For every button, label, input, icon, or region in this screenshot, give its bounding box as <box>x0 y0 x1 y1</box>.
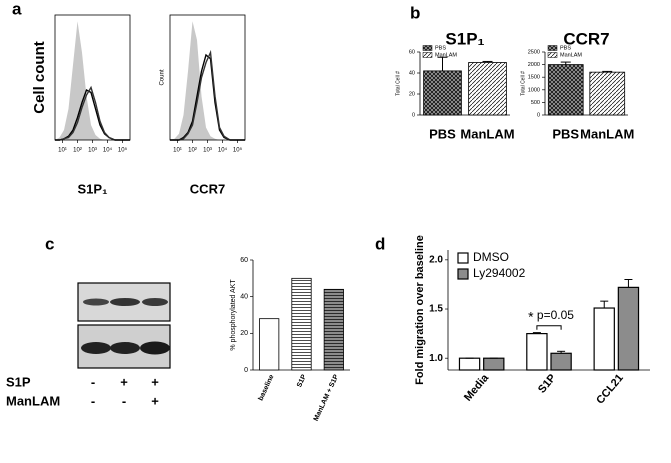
treatment-sign: + <box>151 374 159 389</box>
x-tick-label: baseline <box>257 374 275 402</box>
y-axis-title: Count <box>160 69 166 85</box>
histogram-area <box>170 21 245 140</box>
y-axis-title: Fold migration over baseline <box>414 235 426 385</box>
x-tick-label: PBS <box>429 126 456 141</box>
row-label: S1P <box>6 374 31 389</box>
histogram-line <box>170 49 245 141</box>
x-tick-label: 10² <box>188 148 197 154</box>
y-tick-label: 1.0 <box>429 353 443 364</box>
panel-label: c <box>45 234 54 253</box>
legend-label: ManLAM <box>560 52 582 58</box>
legend-swatch <box>547 45 558 51</box>
y-tick-label: 1000 <box>528 87 540 93</box>
x-tick-label: ManLAM + S1P <box>313 373 341 422</box>
y-tick-label: 20 <box>409 91 415 97</box>
x-tick-label: 10⁵ <box>118 147 128 154</box>
bar <box>547 64 584 116</box>
annotation: p=0.05 <box>537 308 574 322</box>
bar <box>550 352 572 371</box>
panel-label: a <box>12 0 22 18</box>
bar <box>423 70 462 116</box>
legend-label: PBS <box>560 45 571 51</box>
legend-swatch <box>422 45 433 51</box>
plot-frame <box>169 14 246 141</box>
treatment-sign: + <box>120 374 128 389</box>
x-tick-label: 10³ <box>88 148 97 154</box>
y-tick-label: 40 <box>409 70 415 76</box>
y-tick-label: 0 <box>244 367 248 374</box>
bar <box>617 286 640 371</box>
bar <box>458 357 481 371</box>
y-tick-label: 1.5 <box>429 304 443 315</box>
y-axis-title: % phosphorylated AKT <box>230 279 237 351</box>
y-tick-label: 2500 <box>528 49 540 55</box>
x-axis-title: CCR7 <box>190 181 225 196</box>
bar <box>291 277 312 371</box>
y-tick-label: 0 <box>412 112 415 118</box>
bar <box>259 318 280 371</box>
x-tick-label: 10⁴ <box>218 147 228 154</box>
x-axis-title: S1P₁ <box>78 181 108 196</box>
legend-label: DMSO <box>473 250 509 264</box>
x-tick-label: CCL21 <box>594 372 626 406</box>
western-blot <box>77 282 171 369</box>
y-tick-label: 60 <box>409 49 415 55</box>
legend-swatch <box>457 268 469 280</box>
x-tick-label: Media <box>462 371 492 403</box>
bar <box>323 288 344 371</box>
y-tick-label: 20 <box>240 330 248 337</box>
x-tick-label: ManLAM <box>460 126 514 141</box>
treatment-sign: - <box>91 393 95 408</box>
panel-label: b <box>410 3 420 22</box>
histogram-line <box>55 85 130 141</box>
y-tick-label: 500 <box>531 100 540 106</box>
x-tick-label: 10¹ <box>58 148 67 154</box>
x-tick-label: 10⁵ <box>233 147 243 154</box>
y-axis-title: Total Cell # <box>520 71 526 96</box>
x-tick-label: S1P <box>296 373 308 388</box>
y-tick-label: 2000 <box>528 62 540 68</box>
bar <box>589 71 626 116</box>
legend-swatch <box>457 252 469 264</box>
x-tick-label: 10⁴ <box>103 147 113 154</box>
legend-label: ManLAM <box>435 52 457 58</box>
treatment-sign: - <box>122 393 126 408</box>
legend-label: PBS <box>435 45 446 51</box>
treatment-sign: + <box>151 393 159 408</box>
legend-swatch <box>547 52 558 58</box>
treatment-sign: - <box>91 374 95 389</box>
row-label: ManLAM <box>6 393 60 408</box>
bar <box>526 333 548 371</box>
chart-title: S1P₁ <box>445 29 484 48</box>
x-tick-label: S1P <box>536 372 559 396</box>
x-tick-label: 10³ <box>203 148 212 154</box>
y-tick-label: 40 <box>240 294 248 301</box>
panel-label: d <box>375 234 385 253</box>
x-tick-label: 10² <box>73 148 82 154</box>
x-tick-label: ManLAM <box>580 126 634 141</box>
y-axis-title: Cell count <box>31 41 48 114</box>
chart-title: CCR7 <box>563 29 609 48</box>
y-tick-label: 0 <box>537 112 540 118</box>
annotation: * <box>528 308 534 324</box>
y-axis-title: Total Cell # <box>395 71 401 96</box>
x-tick-label: 10¹ <box>173 148 182 154</box>
bar <box>468 62 507 116</box>
y-tick-label: 1500 <box>528 75 540 81</box>
y-tick-label: 60 <box>240 257 248 264</box>
bar <box>593 307 615 371</box>
y-tick-label: 2.0 <box>429 254 443 265</box>
legend-swatch <box>422 52 433 58</box>
x-tick-label: PBS <box>552 126 579 141</box>
significance-bracket <box>536 325 562 330</box>
legend-label: Ly294002 <box>473 266 526 280</box>
histogram-area <box>55 21 130 140</box>
bar <box>483 357 505 371</box>
